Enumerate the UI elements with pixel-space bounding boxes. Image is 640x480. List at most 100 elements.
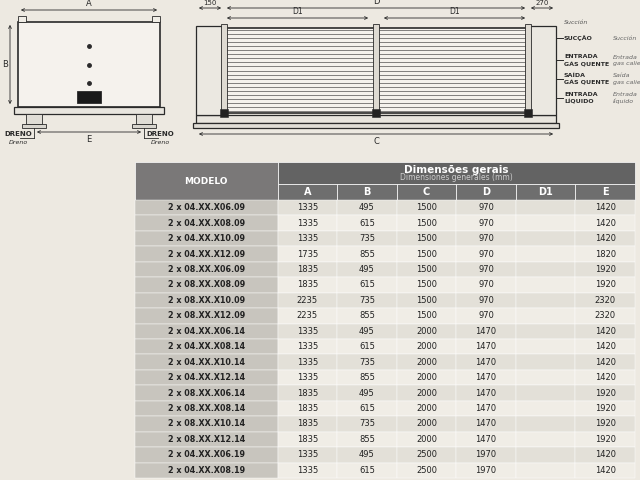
Bar	[135, 216, 278, 231]
Text: 1335: 1335	[297, 234, 318, 243]
Bar	[196, 26, 226, 115]
Bar	[516, 385, 575, 401]
Bar	[575, 324, 635, 339]
Text: ENTRADA
GÁS QUENTE: ENTRADA GÁS QUENTE	[564, 54, 609, 66]
Bar	[575, 339, 635, 354]
Bar	[135, 432, 278, 447]
Bar	[456, 200, 516, 216]
Text: 735: 735	[359, 296, 375, 305]
Bar	[135, 416, 278, 432]
Bar	[135, 262, 278, 277]
Bar	[397, 184, 456, 200]
Bar	[135, 308, 278, 324]
Text: 970: 970	[478, 250, 494, 259]
Bar	[220, 109, 228, 117]
Bar	[135, 246, 278, 262]
Bar	[575, 277, 635, 293]
Bar	[22, 124, 46, 128]
Text: Saída
gas caliente: Saída gas caliente	[613, 73, 640, 84]
Bar	[575, 216, 635, 231]
Bar	[278, 385, 337, 401]
Bar	[278, 401, 337, 416]
Bar	[278, 463, 337, 478]
Text: 495: 495	[359, 203, 375, 212]
Text: 855: 855	[359, 312, 375, 320]
Bar	[135, 293, 278, 308]
Text: E: E	[602, 187, 609, 197]
Text: 1500: 1500	[416, 265, 437, 274]
Bar	[456, 416, 516, 432]
Bar	[456, 370, 516, 385]
Bar	[278, 339, 337, 354]
Bar	[575, 447, 635, 463]
Bar	[18, 16, 26, 22]
Bar	[516, 324, 575, 339]
Text: 1335: 1335	[297, 342, 318, 351]
Text: 970: 970	[478, 203, 494, 212]
Bar	[397, 463, 456, 478]
Text: Dreno: Dreno	[150, 140, 170, 145]
Text: 1970: 1970	[476, 466, 497, 475]
Bar	[337, 463, 397, 478]
Bar	[337, 216, 397, 231]
Bar	[456, 385, 516, 401]
Bar	[516, 246, 575, 262]
Text: A: A	[303, 187, 311, 197]
Bar	[516, 262, 575, 277]
Bar	[77, 91, 101, 103]
Bar	[456, 216, 516, 231]
Text: B: B	[2, 60, 8, 69]
Bar	[524, 109, 532, 117]
Text: 2 x 04.XX.X08.09: 2 x 04.XX.X08.09	[168, 219, 245, 228]
Text: DRENO: DRENO	[4, 131, 32, 137]
Text: 2000: 2000	[416, 435, 437, 444]
Text: SUCÇÃO: SUCÇÃO	[564, 35, 593, 41]
Bar	[278, 308, 337, 324]
Bar	[14, 107, 164, 114]
Text: 2 x 04.XX.X10.14: 2 x 04.XX.X10.14	[168, 358, 244, 367]
Text: 2 x 08.XX.X06.09: 2 x 08.XX.X06.09	[168, 265, 245, 274]
Bar	[337, 385, 397, 401]
Text: 2 x 08.XX.X12.14: 2 x 08.XX.X12.14	[168, 435, 245, 444]
Text: 1420: 1420	[595, 342, 616, 351]
Text: 1335: 1335	[297, 358, 318, 367]
Text: 2 x 08.XX.X06.14: 2 x 08.XX.X06.14	[168, 388, 245, 397]
Text: 970: 970	[478, 265, 494, 274]
Bar	[397, 262, 456, 277]
Text: 2 x 04.XX.X08.14: 2 x 04.XX.X08.14	[168, 342, 245, 351]
Bar	[456, 432, 516, 447]
Bar	[575, 293, 635, 308]
Text: 970: 970	[478, 219, 494, 228]
Text: MODELO: MODELO	[184, 177, 228, 185]
Bar	[516, 416, 575, 432]
Text: 1500: 1500	[416, 312, 437, 320]
Bar	[516, 200, 575, 216]
Bar	[575, 385, 635, 401]
Bar	[397, 308, 456, 324]
Bar	[278, 354, 337, 370]
Text: 855: 855	[359, 250, 375, 259]
Bar	[397, 277, 456, 293]
Bar	[193, 123, 559, 128]
Text: 2 x 04.XX.X06.19: 2 x 04.XX.X06.19	[168, 450, 244, 459]
Text: Dimensiones generales (mm): Dimensiones generales (mm)	[400, 173, 513, 182]
Text: 495: 495	[359, 388, 375, 397]
Bar	[135, 447, 278, 463]
Text: 1335: 1335	[297, 203, 318, 212]
Text: 270: 270	[535, 0, 548, 6]
Text: 1470: 1470	[476, 342, 497, 351]
Bar	[456, 308, 516, 324]
Bar	[337, 277, 397, 293]
Bar	[397, 401, 456, 416]
Text: 1335: 1335	[297, 373, 318, 382]
Text: SAÍDA
GÁS QUENTE: SAÍDA GÁS QUENTE	[564, 73, 609, 85]
Text: 735: 735	[359, 420, 375, 429]
Bar	[575, 184, 635, 200]
Bar	[516, 339, 575, 354]
Bar	[575, 308, 635, 324]
Text: 2000: 2000	[416, 342, 437, 351]
Text: 1420: 1420	[595, 234, 616, 243]
Bar	[278, 277, 337, 293]
Text: Dreno: Dreno	[8, 140, 28, 145]
Text: 1970: 1970	[476, 450, 497, 459]
